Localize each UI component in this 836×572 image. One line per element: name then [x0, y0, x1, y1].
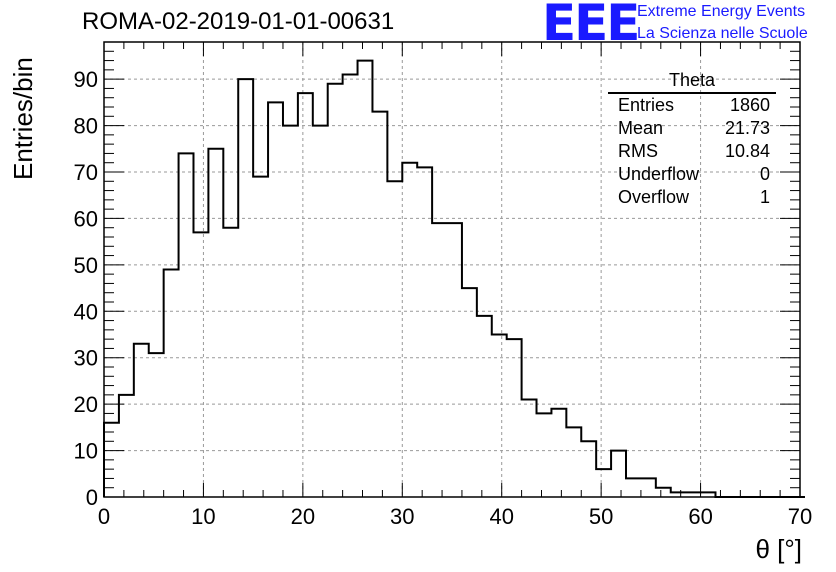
- x-tick-label: 60: [688, 504, 712, 529]
- x-tick-label: 30: [390, 504, 414, 529]
- stats-row-rms: RMS 10.84: [608, 140, 776, 163]
- stats-row-entries: Entries 1860: [608, 94, 776, 117]
- y-axis-label: Entries/bin: [8, 57, 38, 180]
- y-tick-label: 40: [74, 299, 98, 324]
- stats-value: 10.84: [724, 141, 770, 161]
- logo-line-2: La Scienza nelle Scuole: [637, 25, 808, 42]
- stats-value: 0: [759, 164, 770, 184]
- stats-value: 1: [759, 187, 770, 207]
- y-tick-label: 50: [74, 253, 98, 278]
- stats-row-overflow: Overflow 1: [608, 186, 776, 209]
- logo-line-1: Extreme Energy Events: [637, 3, 806, 20]
- stats-row-mean: Mean 21.73: [608, 117, 776, 140]
- y-tick-label: 70: [74, 160, 98, 185]
- y-tick-label: 80: [74, 114, 98, 139]
- stats-label: Underflow: [618, 164, 700, 184]
- x-tick-label: 50: [589, 504, 613, 529]
- stats-box: Theta Entries 1860 Mean 21.73 RMS 10.84 …: [608, 70, 776, 209]
- x-tick-label: 70: [788, 504, 812, 529]
- stats-label: RMS: [618, 141, 658, 161]
- stats-value: 21.73: [724, 118, 770, 138]
- y-tick-label: 10: [74, 439, 98, 464]
- y-tick-label: 0: [86, 485, 98, 510]
- stats-title: Theta: [608, 70, 776, 94]
- stats-label: Entries: [618, 95, 675, 115]
- histogram-line: [103, 59, 805, 498]
- stats-label: Overflow: [618, 187, 690, 207]
- plot-frame: [103, 41, 801, 498]
- y-tick-label: 20: [74, 392, 98, 417]
- y-tick-label: 30: [74, 346, 98, 371]
- x-tick-label: 40: [489, 504, 513, 529]
- x-tick-label: 10: [191, 504, 215, 529]
- y-tick-label: 60: [74, 206, 98, 231]
- plot-title: ROMA-02-2019-01-01-00631: [82, 8, 395, 35]
- stats-value: 1860: [729, 95, 770, 115]
- x-tick-label: 0: [98, 504, 110, 529]
- stats-label: Mean: [618, 118, 664, 138]
- eee-logo: EEE: [542, 0, 640, 52]
- stats-row-underflow: Underflow 0: [608, 163, 776, 186]
- x-tick-label: 20: [291, 504, 315, 529]
- x-axis-label: θ [°]: [755, 534, 802, 564]
- y-tick-label: 90: [74, 67, 98, 92]
